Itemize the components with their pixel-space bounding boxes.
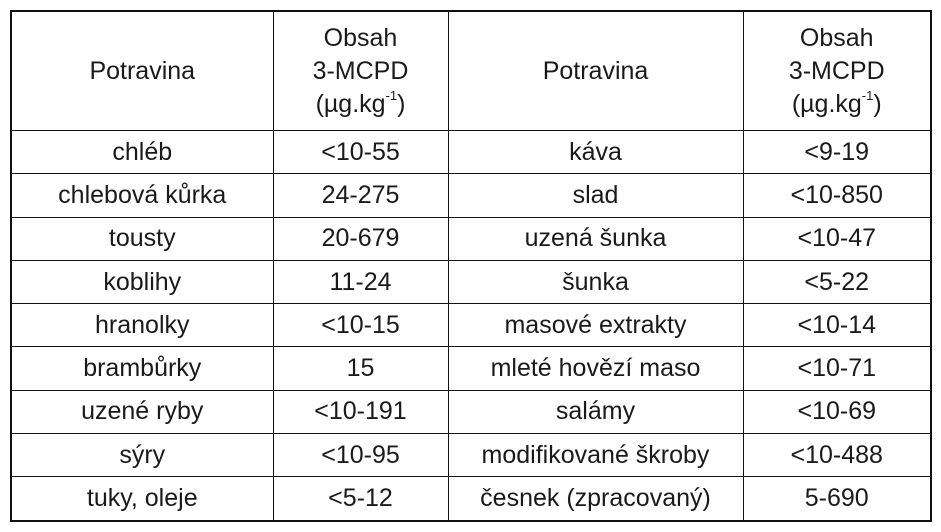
food-cell: modifikované škroby — [447, 433, 744, 478]
header-exponent: -1 — [385, 87, 398, 103]
table-row: sýry <10-95 modifikované škroby <10-488 — [10, 433, 932, 478]
header-text: Potravina — [542, 56, 649, 85]
header-cell: Potravina — [447, 10, 744, 131]
table-row: hranolky <10-15 masové extrakty <10-14 — [10, 303, 932, 348]
food-cell: uzená šunka — [447, 216, 744, 261]
content-cell: <10-191 — [272, 389, 449, 435]
table-row: chléb <10-55 káva <9-19 — [10, 129, 932, 175]
food-cell: mleté hovězí maso — [447, 346, 744, 391]
header-cell: Potravina — [10, 10, 274, 131]
header-cell: Obsah 3-MCPD (µg.kg-1) — [272, 10, 449, 131]
header-row: Potravina Obsah 3-MCPD (µg.kg-1) Potravina Ob… — [10, 10, 932, 131]
food-cell: hranolky — [10, 303, 274, 348]
content-cell: <10-850 — [742, 173, 932, 218]
content-cell: <5-12 — [272, 476, 449, 522]
table-row: tuky, oleje <5-12 česnek (zpracovaný) 5-690 — [10, 476, 932, 522]
header-exponent: -1 — [861, 87, 874, 103]
food-cell: brambůrky — [10, 346, 274, 391]
header-text: Potravina — [89, 56, 196, 85]
table-header: Potravina Obsah 3-MCPD (µg.kg-1) Potravina Ob… — [10, 10, 932, 131]
food-cell: česnek (zpracovaný) — [447, 476, 744, 522]
table-row: koblihy 11-24 šunka <5-22 — [10, 259, 932, 305]
food-cell: masové extrakty — [447, 303, 744, 348]
content-cell: <10-55 — [272, 129, 449, 175]
food-cell: káva — [447, 129, 744, 175]
table: Potravina Obsah 3-MCPD (µg.kg-1) Potravina Ob… — [10, 10, 932, 522]
food-cell: koblihy — [10, 259, 274, 305]
header-unit-close: ) — [873, 89, 882, 118]
food-cell: sýry — [10, 433, 274, 478]
content-cell: 11-24 — [272, 259, 449, 305]
table-row: brambůrky 15 mleté hovězí maso <10-71 — [10, 346, 932, 391]
header-line: 3-MCPD — [312, 56, 409, 85]
content-cell: <10-14 — [742, 303, 932, 348]
content-cell: <10-47 — [742, 216, 932, 261]
content-cell: 20-679 — [272, 216, 449, 261]
content-cell: 15 — [272, 346, 449, 391]
food-cell: chléb — [10, 129, 274, 175]
food-cell: uzené ryby — [10, 389, 274, 435]
table-row: chlebová kůrka 24-275 slad <10-850 — [10, 173, 932, 218]
header-unit: (µg.kg — [791, 89, 862, 118]
header-unit-close: ) — [397, 89, 406, 118]
header-unit: (µg.kg — [315, 89, 386, 118]
content-cell: <10-95 — [272, 433, 449, 478]
table-body: chléb <10-55 káva <9-19 chlebová kůrka 24-275… — [10, 129, 932, 522]
header-cell: Obsah 3-MCPD (µg.kg-1) — [742, 10, 932, 131]
header-line: Obsah — [323, 23, 398, 52]
content-cell: <10-69 — [742, 389, 932, 435]
table-row: tousty 20-679 uzená šunka <10-47 — [10, 216, 932, 261]
header-line: Obsah — [799, 23, 874, 52]
content-cell: 24-275 — [272, 173, 449, 218]
header-line: 3-MCPD — [788, 56, 885, 85]
food-cell: tuky, oleje — [10, 476, 274, 522]
table-row: uzené ryby <10-191 salámy <10-69 — [10, 389, 932, 435]
table-wrap: Potravina Obsah 3-MCPD (µg.kg-1) Potravina Ob… — [10, 10, 932, 522]
food-cell: šunka — [447, 259, 744, 305]
content-cell: <10-488 — [742, 433, 932, 478]
content-cell: <10-15 — [272, 303, 449, 348]
content-cell: <9-19 — [742, 129, 932, 175]
content-cell: 5-690 — [742, 476, 932, 522]
content-cell: <10-71 — [742, 346, 932, 391]
content-cell: <5-22 — [742, 259, 932, 305]
food-cell: tousty — [10, 216, 274, 261]
food-cell: chlebová kůrka — [10, 173, 274, 218]
food-cell: slad — [447, 173, 744, 218]
food-cell: salámy — [447, 389, 744, 435]
